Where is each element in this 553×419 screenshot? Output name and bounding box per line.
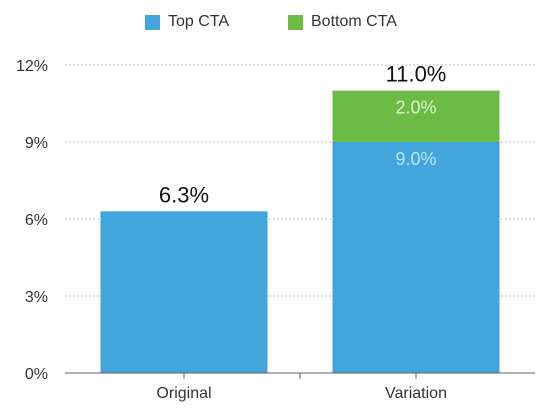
segment-data-label: 9.0% [395,149,436,169]
legend-item-bottom-cta: Bottom CTA [288,13,397,31]
y-tick-label: 3% [25,289,48,306]
legend-label-bottom-cta: Bottom CTA [311,13,397,30]
bar-bottom-cta-variation [332,90,500,142]
y-tick-label: 0% [25,366,48,383]
legend-item-top-cta: Top CTA [145,13,229,31]
legend-swatch-top-cta [145,14,160,30]
bar-top-cta-variation [332,142,500,373]
y-tick-label: 12% [16,58,48,75]
legend-label-top-cta: Top CTA [168,13,230,30]
legend-swatch-bottom-cta [288,14,303,30]
y-tick-label: 9% [25,135,48,152]
total-data-label: 11.0% [386,62,447,87]
segment-data-label: 2.0% [395,98,436,118]
total-data-label: 6.3% [159,182,209,207]
bar-top-cta-original [100,211,268,373]
x-tick-label: Original [156,385,211,402]
legend: Top CTA Bottom CTA [0,13,553,37]
y-tick-label: 6% [25,212,48,229]
x-tick-label: Variation [385,385,447,402]
